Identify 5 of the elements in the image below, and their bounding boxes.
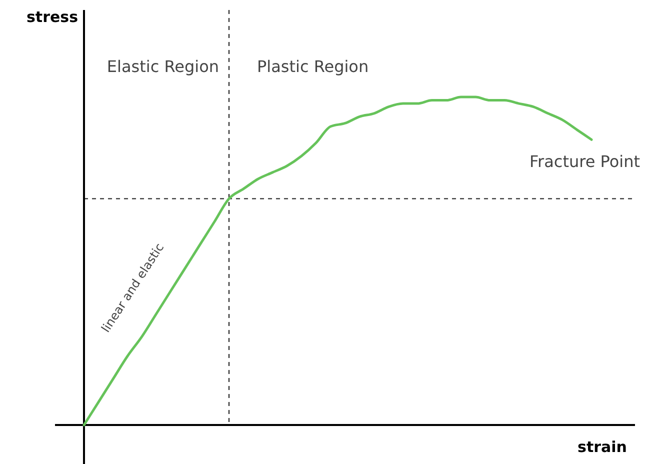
text: Plastic Region [257,57,369,76]
annotation: Fracture Point [529,152,640,171]
x-axis-title: strain [578,438,627,456]
y-axis-title: stress [26,8,78,26]
text: Elastic Region [106,57,219,76]
